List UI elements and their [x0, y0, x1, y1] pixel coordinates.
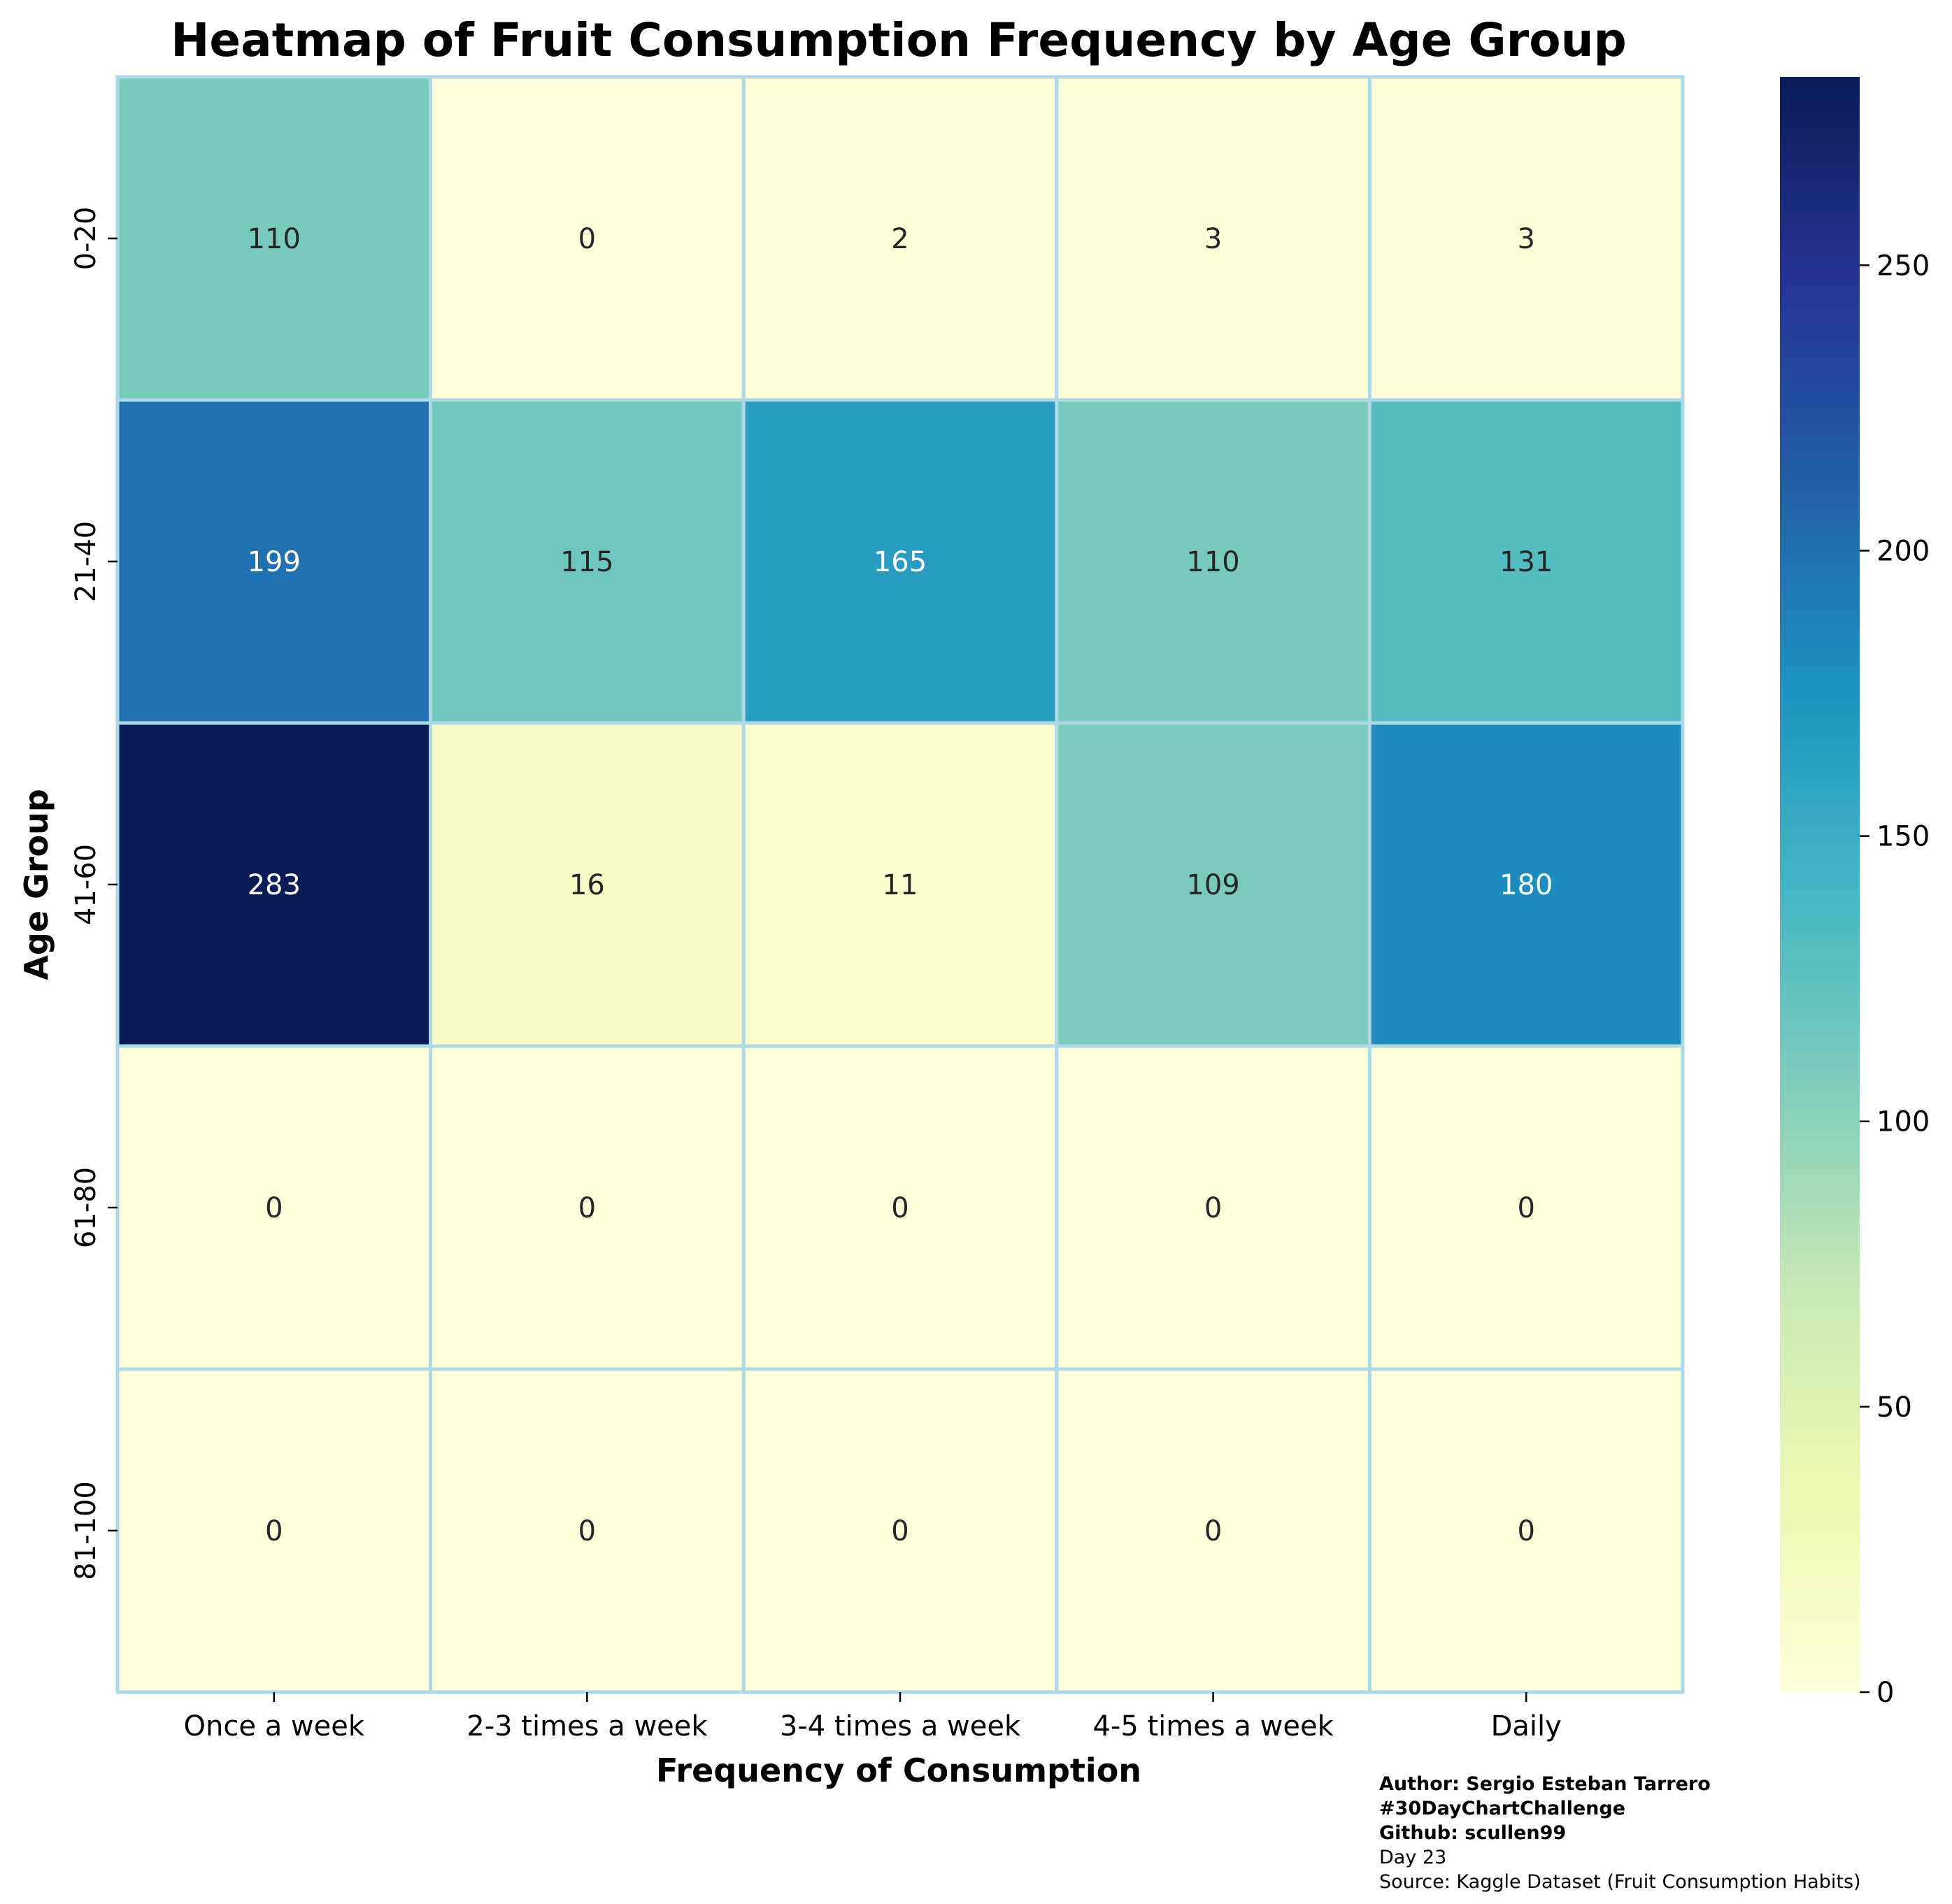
chart-title: Heatmap of Fruit Consumption Frequency b…: [171, 13, 1627, 67]
heatmap-cell: [429, 721, 746, 1048]
cell-value-label: 165: [874, 546, 927, 578]
credit-challenge: #30DayChartChallenge: [1379, 1798, 1625, 1819]
cell-value-label: 0: [265, 1192, 283, 1224]
cell-value-label: 0: [578, 1192, 596, 1224]
y-tick-label: 61-80: [70, 1167, 102, 1248]
cell-value-label: 109: [1186, 869, 1239, 901]
colorbar-tick-label: 250: [1876, 250, 1930, 282]
heatmap-cell: [429, 1367, 746, 1694]
heatmap-cell: [429, 75, 746, 402]
colorbar-gradient: [1780, 77, 1860, 1692]
heatmap-cells: [115, 75, 1685, 1694]
cell-value-label: 0: [891, 1192, 909, 1224]
heatmap-cell: [741, 75, 1059, 402]
cell-value-label: 0: [1517, 1192, 1534, 1224]
y-tick-label: 0-20: [70, 207, 102, 271]
cell-value-label: 11: [883, 869, 918, 901]
heatmap-cell: [115, 398, 433, 725]
heatmap-cell-labels: 110 0 2 3 3 199 115 165 110 131 283 16 11 109 180 0 0 0 0 0…: [248, 223, 1553, 1547]
cell-value-label: 131: [1499, 546, 1553, 578]
colorbar-ticks: 0 50 100 150 200 250: [1860, 250, 1930, 1709]
heatmap-cell: [1055, 1044, 1372, 1371]
colorbar-tick-label: 200: [1876, 535, 1930, 567]
colorbar-tick-label: 100: [1876, 1106, 1930, 1138]
heatmap-cell: [1367, 1367, 1685, 1694]
cell-value-label: 110: [248, 223, 301, 255]
cell-value-label: 16: [569, 869, 605, 901]
cell-value-label: 0: [265, 1515, 283, 1547]
cell-value-label: 283: [248, 869, 301, 901]
cell-value-label: 0: [578, 1515, 596, 1547]
credit-author: Author: Sergio Esteban Tarrero: [1379, 1773, 1711, 1795]
y-tick-label: 21-40: [70, 521, 102, 602]
cell-value-label: 110: [1186, 546, 1239, 578]
cell-value-label: 180: [1499, 869, 1553, 901]
colorbar-tick-label: 50: [1876, 1391, 1912, 1424]
heatmap-cell: [1367, 721, 1685, 1048]
colorbar-tick-label: 0: [1876, 1677, 1894, 1709]
credit-day: Day 23: [1379, 1847, 1446, 1868]
credits-block: Author: Sergio Esteban Tarrero #30DayCha…: [1379, 1773, 1861, 1893]
heatmap-cell: [1055, 75, 1372, 402]
x-tick-label: 3-4 times a week: [780, 1710, 1021, 1742]
x-axis-label: Frequency of Consumption: [656, 1752, 1141, 1789]
cell-value-label: 199: [248, 546, 301, 578]
heatmap-cell: [741, 1044, 1059, 1371]
x-axis-ticks: Once a week 2-3 times a week 3-4 times a w…: [184, 1692, 1562, 1742]
colorbar-tick-label: 150: [1876, 821, 1930, 853]
cell-value-label: 115: [560, 546, 613, 578]
colorbar: 0 50 100 150 200 250: [1780, 77, 1930, 1709]
y-tick-label: 41-60: [70, 844, 102, 925]
credit-source: Source: Kaggle Dataset (Fruit Consumptio…: [1379, 1871, 1861, 1893]
y-tick-label: 81-100: [70, 1481, 102, 1580]
heatmap-cell: [741, 1367, 1059, 1694]
x-tick-label: Daily: [1491, 1710, 1562, 1742]
heatmap-cell: [115, 75, 433, 402]
y-axis-label: Age Group: [17, 789, 55, 980]
cell-value-label: 0: [578, 223, 596, 255]
heatmap-cell: [429, 1044, 746, 1371]
heatmap-cell: [741, 721, 1059, 1048]
cell-value-label: 3: [1204, 223, 1222, 255]
heatmap-cell: [115, 1367, 433, 1694]
x-tick-label: Once a week: [184, 1710, 365, 1742]
heatmap-cell: [1367, 1044, 1685, 1371]
y-axis-ticks: 0-20 21-40 41-60 61-80 81-100: [70, 207, 117, 1580]
cell-value-label: 3: [1517, 223, 1534, 255]
heatmap-cell: [1367, 398, 1685, 725]
cell-value-label: 0: [1204, 1515, 1222, 1547]
heatmap-cell: [741, 398, 1059, 725]
cell-value-label: 2: [891, 223, 909, 255]
cell-value-label: 0: [1204, 1192, 1222, 1224]
heatmap-cell: [1367, 75, 1685, 402]
heatmap-cell: [1055, 721, 1372, 1048]
cell-value-label: 0: [891, 1515, 909, 1547]
x-tick-label: 4-5 times a week: [1092, 1710, 1334, 1742]
credit-github: Github: scullen99: [1379, 1822, 1566, 1844]
cell-value-label: 0: [1517, 1515, 1534, 1547]
x-tick-label: 2-3 times a week: [466, 1710, 708, 1742]
